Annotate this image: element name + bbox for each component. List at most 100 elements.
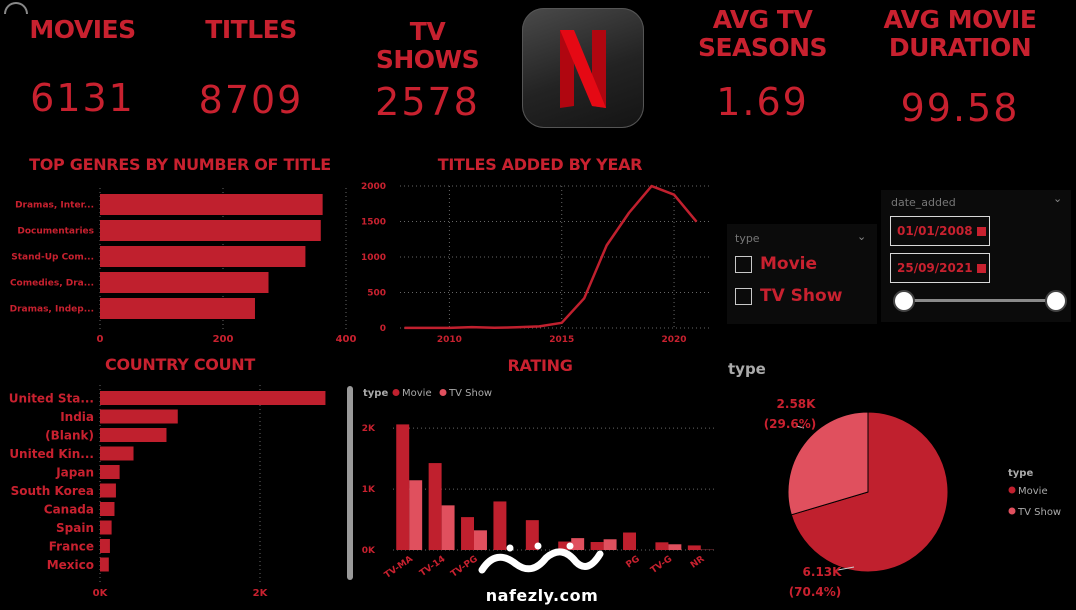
x-tick-label: 2K — [253, 588, 269, 599]
y-tick-label: 0 — [380, 324, 386, 334]
category-label: Mexico — [47, 558, 94, 572]
category-label: Dramas, Inter... — [15, 201, 94, 211]
x-tick-label: 400 — [336, 334, 357, 345]
netflix-n-icon — [560, 30, 606, 108]
bar — [100, 465, 120, 479]
category-label: Documentaries — [17, 227, 94, 237]
tvshow-checkbox[interactable] — [735, 287, 752, 305]
pie-pct-movie: (70.4%) — [789, 585, 842, 599]
start-date-input[interactable]: 01/01/2008 — [890, 216, 990, 246]
bar-tvshow — [409, 480, 423, 550]
bar — [100, 446, 134, 461]
x-tick-label: 2015 — [549, 335, 574, 345]
bar — [100, 483, 116, 498]
chevron-down-icon[interactable]: ⌄ — [857, 230, 867, 243]
watermark-logo-icon — [476, 540, 606, 586]
type-slicer: type ⌄ Movie TV Show — [727, 224, 877, 324]
category-label: United Sta... — [9, 391, 94, 405]
bar-movie — [461, 517, 474, 550]
bar — [100, 502, 115, 516]
bar — [100, 428, 167, 442]
series-line — [404, 184, 698, 330]
kpi-avg-seasons-title: AVG TV SEASONS — [697, 5, 828, 62]
pie-pct-tvshow: (29.6%) — [764, 417, 817, 431]
x-tick-label: 2020 — [662, 335, 687, 345]
pie-label-tvshow: 2.58K — [777, 397, 817, 411]
bar-movie — [590, 542, 604, 550]
legend-marker-movie — [1008, 486, 1016, 494]
x-tick-label: 0K — [93, 588, 109, 599]
bar-movie — [655, 542, 669, 550]
type-slicer-label: type — [735, 232, 760, 245]
y-tick-label: 1K — [362, 485, 376, 495]
calendar-icon[interactable] — [976, 264, 986, 273]
movie-checkbox[interactable] — [735, 255, 752, 273]
category-label: Dramas, Indep... — [10, 305, 94, 315]
pie-slice-movie — [790, 411, 949, 573]
category-label: United Kin... — [9, 447, 94, 461]
date-slicer-label: date_added — [891, 196, 956, 209]
end-date-input[interactable]: 25/09/2021 — [890, 253, 990, 283]
x-tick-label: 2010 — [437, 335, 462, 345]
pie-slice-tvshow — [787, 411, 869, 516]
bar-movie — [558, 541, 572, 550]
kpi-tvshows-title: TV SHOWS — [375, 17, 480, 74]
bar — [100, 409, 178, 424]
end-date-value: 25/09/2021 — [897, 261, 973, 275]
bar-tvshow — [474, 530, 487, 550]
netflix-logo — [522, 8, 644, 128]
y-tick-label: 1000 — [361, 253, 386, 263]
type-option-tvshow[interactable]: TV Show — [735, 286, 842, 306]
y-tick-label: 1500 — [361, 218, 386, 228]
type-option-movie[interactable]: Movie — [735, 254, 817, 274]
x-tick-label: 200 — [213, 334, 234, 345]
bar — [100, 298, 255, 319]
scrollbar-thumb — [347, 386, 353, 580]
calendar-icon[interactable] — [976, 227, 986, 236]
genres-bar-chart: 0 200 400 Dramas, Inter... Documentaries Stan… — [10, 188, 357, 345]
chevron-down-icon[interactable]: ⌄ — [1053, 192, 1063, 205]
tvshow-option-label: TV Show — [760, 286, 843, 306]
bar-movie — [687, 545, 701, 550]
bar-tvshow — [668, 544, 682, 550]
date-range-track[interactable] — [903, 299, 1057, 302]
x-tick-label: TV-G — [649, 554, 674, 576]
years-chart-title: TITLES ADDED BY YEAR — [437, 155, 643, 174]
bar-movie — [396, 424, 410, 550]
x-tick-label: NR — [689, 554, 707, 571]
country-chart-title: COUNTRY COUNT — [105, 355, 255, 374]
category-label: Japan — [55, 465, 94, 479]
date-range-start-handle[interactable] — [893, 290, 915, 312]
category-label: South Korea — [11, 484, 94, 498]
legend-marker-tvshow — [439, 389, 447, 396]
kpi-avg-seasons-value: 1.69 — [716, 80, 809, 124]
bar-tvshow — [571, 538, 585, 550]
bar — [100, 557, 109, 572]
category-label: Canada — [44, 502, 94, 516]
date-range-end-handle[interactable] — [1045, 290, 1067, 312]
focus-mode-icon[interactable] — [4, 2, 28, 14]
legend-title: type — [363, 388, 388, 399]
bar-movie — [525, 520, 539, 550]
pie-title: type — [728, 360, 766, 378]
category-label: Stand-Up Com... — [11, 253, 94, 263]
bar-movie — [493, 501, 507, 550]
bar-movie — [623, 532, 636, 550]
bar — [100, 539, 110, 553]
bar-tvshow — [441, 505, 455, 550]
y-tick-label: 0K — [362, 546, 376, 556]
category-label: (Blank) — [45, 428, 94, 442]
y-tick-label: 2000 — [361, 182, 386, 192]
x-tick-label: PG — [625, 554, 642, 570]
category-label: Comedies, Dra... — [10, 279, 94, 289]
kpi-tvshows-value: 2578 — [375, 80, 480, 124]
legend-marker-tvshow — [1008, 507, 1016, 515]
kpi-movies-title: MOVIES — [29, 15, 136, 44]
legend-entry-movie: Movie — [1018, 486, 1048, 497]
x-tick-label: TV-14 — [418, 554, 447, 579]
legend-title: type — [1008, 468, 1033, 479]
date-slicer: date_added ⌄ 01/01/2008 25/09/2021 — [881, 190, 1071, 322]
start-date-value: 01/01/2008 — [897, 224, 973, 238]
pie-label-movie: 6.13K — [803, 565, 843, 579]
